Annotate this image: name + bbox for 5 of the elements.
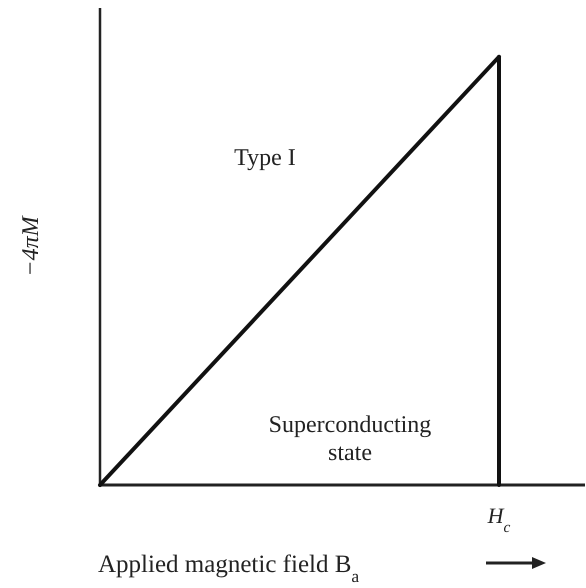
- annotation: Type I: [234, 145, 296, 171]
- annotation: Superconducting state: [268, 412, 432, 466]
- y-axis-title: −4πM: [18, 214, 44, 277]
- text: H$_{c}$: [488, 503, 510, 536]
- x-axis-title: Applied magnetic field B$_{a}$: [98, 551, 360, 586]
